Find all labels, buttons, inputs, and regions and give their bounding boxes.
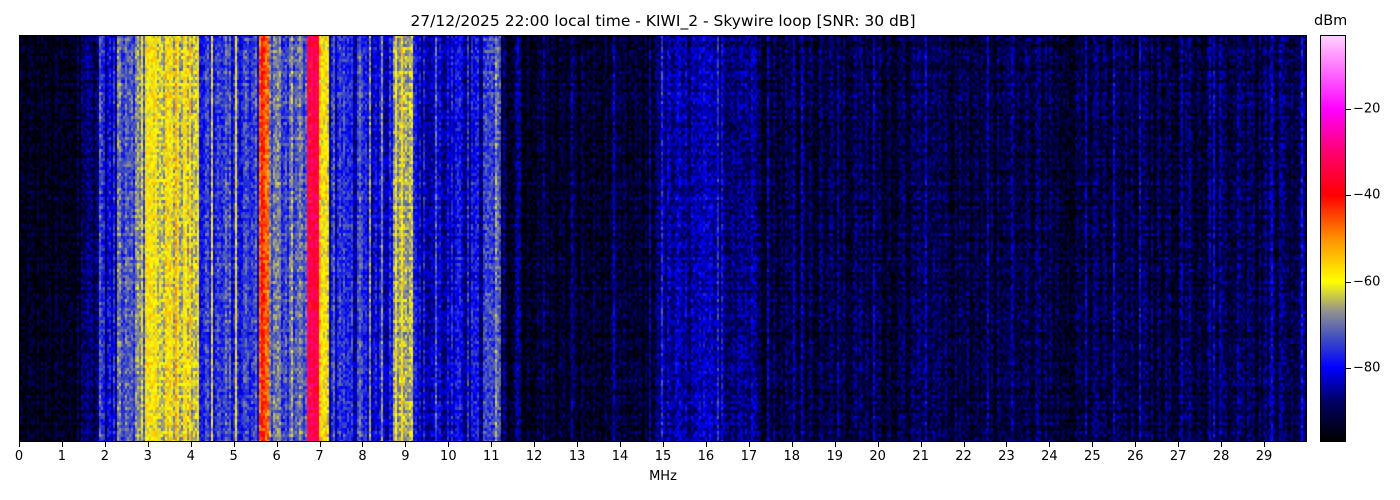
colorbar — [1320, 35, 1346, 442]
x-tick-label: 6 — [272, 449, 281, 464]
x-tick-label: 11 — [482, 449, 500, 464]
x-tick — [104, 442, 106, 447]
x-tick — [791, 442, 793, 447]
x-tick — [834, 442, 836, 447]
x-tick — [1006, 442, 1008, 447]
colorbar-tick — [1346, 108, 1351, 110]
x-tick-label: 12 — [525, 449, 543, 464]
x-tick — [1092, 442, 1094, 447]
x-tick — [61, 442, 63, 447]
x-tick-label: 26 — [1126, 449, 1144, 464]
x-tick — [1221, 442, 1223, 447]
colorbar-tick-label: −40 — [1353, 187, 1381, 203]
x-tick-label: 13 — [568, 449, 586, 464]
x-tick-label: 19 — [826, 449, 843, 464]
x-tick — [963, 442, 965, 447]
x-tick-label: 27 — [1169, 449, 1187, 464]
x-tick — [362, 442, 364, 447]
x-axis: 0 1 2 3 4 5 6 7 8 9 10 11 12 13 14 15 16 17 18 19 20 21 22 23 24… — [15, 442, 1307, 472]
x-tick-label: 14 — [611, 449, 629, 464]
x-tick — [1049, 442, 1051, 447]
x-tick-label: 17 — [740, 449, 758, 464]
x-tick — [920, 442, 922, 447]
x-tick-label: 2 — [100, 449, 109, 464]
colorbar-tick — [1346, 281, 1351, 283]
x-tick-label: 18 — [783, 449, 801, 464]
x-tick — [663, 442, 664, 447]
x-tick — [319, 442, 321, 447]
x-tick — [147, 442, 149, 447]
x-tick-label: 24 — [1041, 449, 1058, 464]
x-tick — [1178, 442, 1180, 447]
x-tick — [190, 442, 192, 447]
x-tick-label: 23 — [998, 449, 1015, 464]
x-tick — [534, 442, 536, 447]
x-tick — [620, 442, 622, 447]
x-tick-label: 29 — [1255, 449, 1273, 464]
x-tick — [705, 442, 707, 447]
x-tick — [448, 442, 450, 447]
x-tick-label: 15 — [654, 449, 672, 464]
x-tick — [1264, 442, 1266, 447]
colorbar-tick — [1346, 368, 1351, 370]
x-axis-label: MHz — [649, 469, 677, 484]
x-tick-label: 8 — [358, 449, 367, 464]
x-tick-label: 22 — [955, 449, 972, 464]
x-tick — [748, 442, 750, 447]
x-tick — [19, 442, 20, 447]
x-tick-label: 28 — [1212, 449, 1230, 464]
x-tick-label: 4 — [186, 449, 195, 464]
x-tick — [233, 442, 235, 447]
colorbar-tick-label: −20 — [1353, 101, 1381, 117]
colorbar-tick-label: −60 — [1353, 274, 1381, 290]
plot-area — [19, 35, 1307, 442]
x-tick-label: 5 — [229, 449, 238, 464]
x-tick-label: 0 — [14, 449, 24, 464]
colorbar-tick — [1346, 195, 1351, 197]
x-tick — [1135, 442, 1137, 447]
x-tick-label: 16 — [697, 449, 715, 464]
x-tick-label: 25 — [1084, 449, 1101, 464]
x-tick-label: 20 — [869, 449, 886, 464]
x-tick — [491, 442, 493, 447]
heatmap-cells — [19, 35, 1307, 442]
x-tick-label: 9 — [401, 449, 410, 464]
x-tick-label: 21 — [912, 449, 929, 464]
colorbar-label: dBm — [1314, 13, 1348, 29]
x-tick — [577, 442, 579, 447]
x-tick — [877, 442, 879, 447]
chart-title: 27/12/2025 22:00 local time - KIWI_2 - S… — [410, 12, 916, 30]
x-tick-label: 10 — [440, 449, 457, 464]
x-tick — [405, 442, 407, 447]
x-tick-label: 1 — [57, 449, 67, 464]
x-tick-label: 7 — [315, 449, 324, 464]
x-tick — [276, 442, 278, 447]
x-tick-label: 3 — [143, 449, 152, 464]
colorbar-tick-label: −80 — [1353, 360, 1381, 376]
